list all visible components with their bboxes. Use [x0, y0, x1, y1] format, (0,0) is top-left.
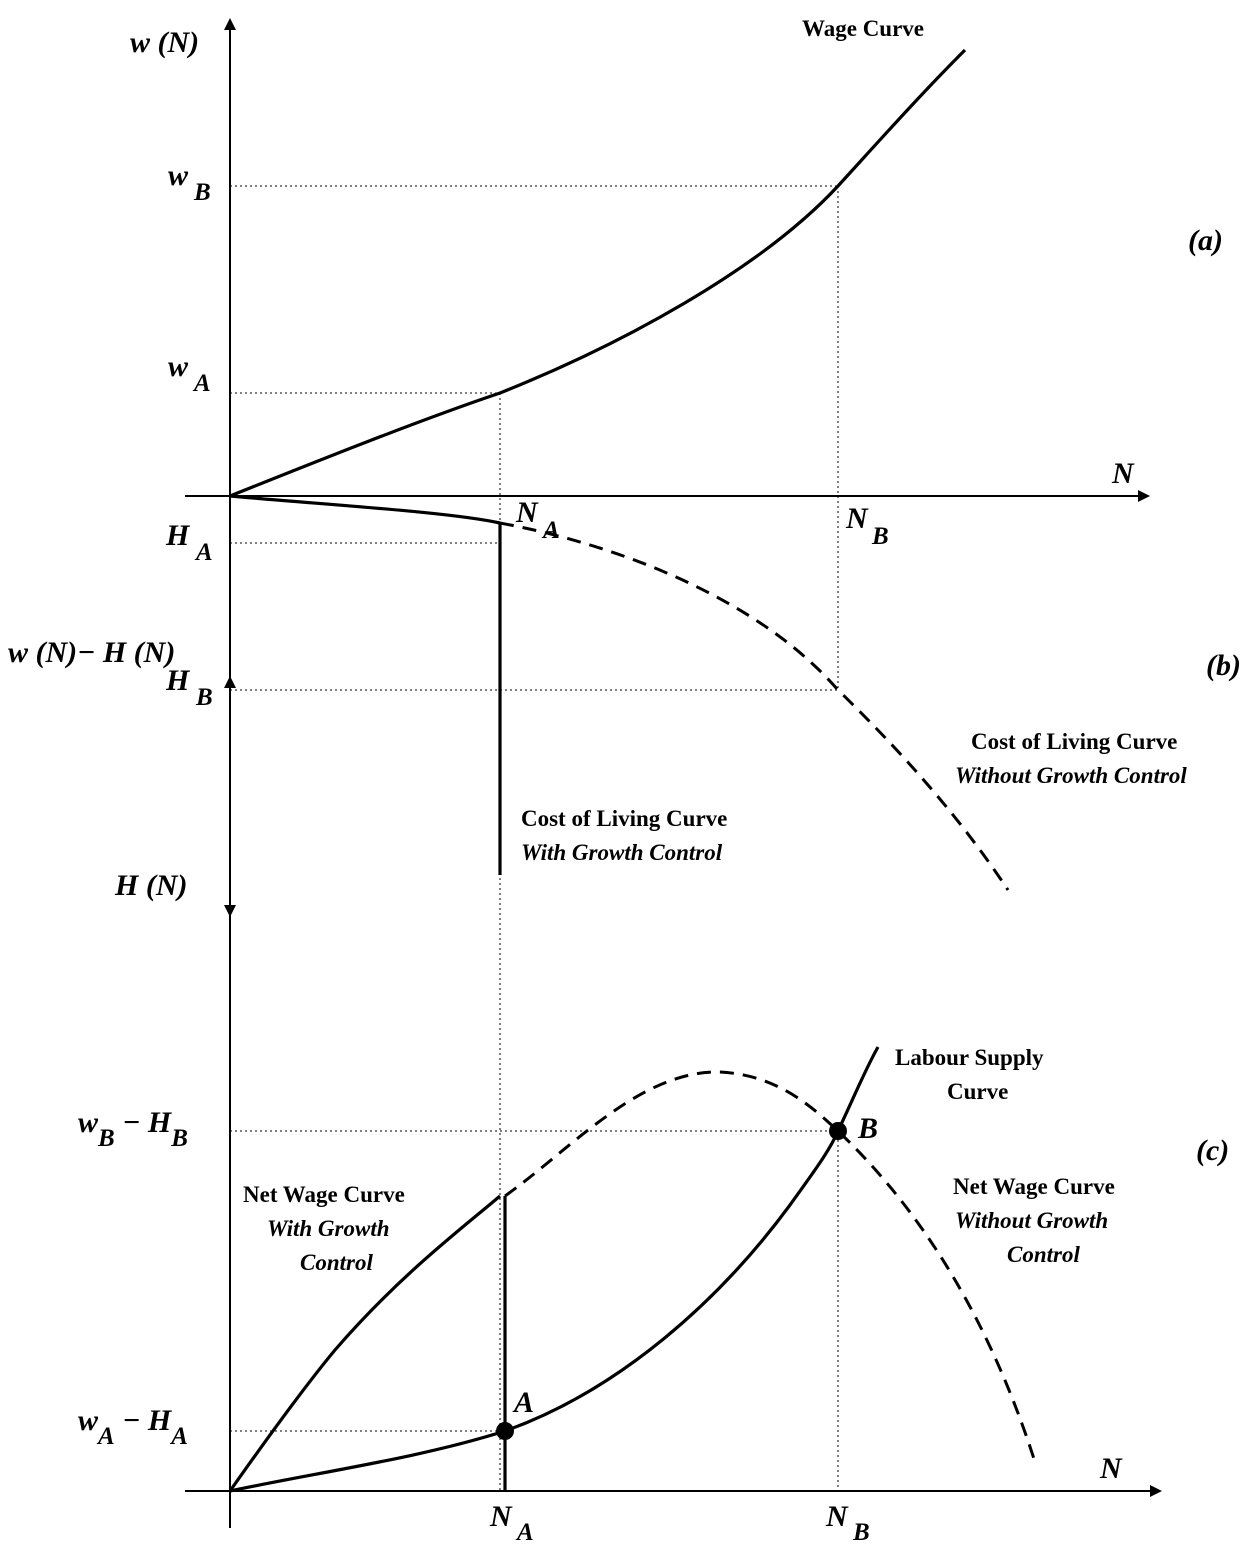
n-axis-label-top: N — [1111, 457, 1135, 490]
svg-text:A: A — [192, 370, 211, 397]
svg-text:wB − HB: wB − HB — [78, 1106, 188, 1152]
cost-of-living-without-control — [499, 521, 1010, 891]
labour-supply-label-2: Curve — [947, 1079, 1008, 1104]
tick-NB-top: N B — [845, 502, 889, 550]
svg-text:N: N — [489, 1500, 513, 1533]
point-A-label: A — [512, 1386, 534, 1419]
svg-text:N: N — [515, 496, 539, 529]
tick-wA-minus-HA: wA − HA — [78, 1404, 188, 1450]
svg-text:A: A — [194, 539, 213, 566]
svg-text:N: N — [825, 1500, 849, 1533]
tick-wA: w A — [168, 350, 211, 397]
net-without-label-3: Control — [1007, 1242, 1080, 1267]
top-diagram: (a) (b) w (N) H (N) N w B w A H A H B N … — [114, 16, 1241, 1490]
labour-supply-label-1: Labour Supply — [895, 1045, 1044, 1070]
tick-NA-bottom: N A — [489, 1500, 534, 1545]
svg-text:A: A — [515, 1519, 534, 1545]
point-B-label: B — [857, 1112, 878, 1145]
net-wage-axis-label: w (N)− H (N) — [8, 636, 175, 669]
col-with-label-2: With Growth Control — [521, 840, 723, 865]
point-A-marker — [496, 1422, 514, 1440]
svg-text:w: w — [168, 350, 189, 383]
w-axis-label: w (N) — [130, 26, 199, 59]
tick-wB: w B — [168, 159, 211, 206]
panel-label-b: (b) — [1206, 649, 1241, 682]
net-with-label-3: Control — [300, 1250, 373, 1275]
net-wage-with-control — [228, 1194, 502, 1492]
svg-text:w: w — [168, 159, 189, 192]
cost-of-living-with-control-solid — [229, 494, 501, 525]
tick-HB: H B — [165, 664, 213, 711]
net-with-label-2: With Growth — [267, 1216, 390, 1241]
tick-HA: H A — [165, 519, 213, 566]
col-without-label-1: Cost of Living Curve — [971, 729, 1177, 754]
svg-text:H: H — [165, 664, 191, 697]
svg-text:B: B — [852, 1519, 870, 1545]
net-wage-without-control — [504, 1070, 1037, 1463]
wage-curve-label: Wage Curve — [802, 16, 924, 41]
svg-text:B: B — [195, 684, 213, 711]
svg-text:N: N — [845, 502, 869, 535]
svg-text:B: B — [871, 523, 889, 550]
col-with-label-1: Cost of Living Curve — [521, 806, 727, 831]
svg-text:wA − HA: wA − HA — [78, 1404, 188, 1450]
net-without-label-1: Net Wage Curve — [953, 1174, 1115, 1199]
panel-label-a: (a) — [1188, 224, 1223, 257]
net-without-label-2: Without Growth — [955, 1208, 1108, 1233]
tick-wB-minus-HB: wB − HB — [78, 1106, 188, 1152]
svg-text:B: B — [193, 179, 211, 206]
tick-NA-top: N A — [515, 496, 560, 544]
bottom-diagram: A B w (N)− H (N) N (c) wB − HB wA − HA N… — [8, 636, 1229, 1545]
point-B-marker — [829, 1122, 847, 1140]
tick-NB-bottom: N B — [825, 1500, 870, 1545]
svg-text:A: A — [541, 517, 560, 544]
svg-text:H: H — [165, 519, 191, 552]
h-axis-label: H (N) — [114, 869, 187, 902]
panel-label-c: (c) — [1196, 1134, 1229, 1167]
col-without-label-2: Without Growth Control — [955, 763, 1187, 788]
n-axis-label-bottom: N — [1099, 1452, 1123, 1485]
net-with-label-1: Net Wage Curve — [243, 1182, 405, 1207]
wage-curve — [229, 48, 967, 498]
